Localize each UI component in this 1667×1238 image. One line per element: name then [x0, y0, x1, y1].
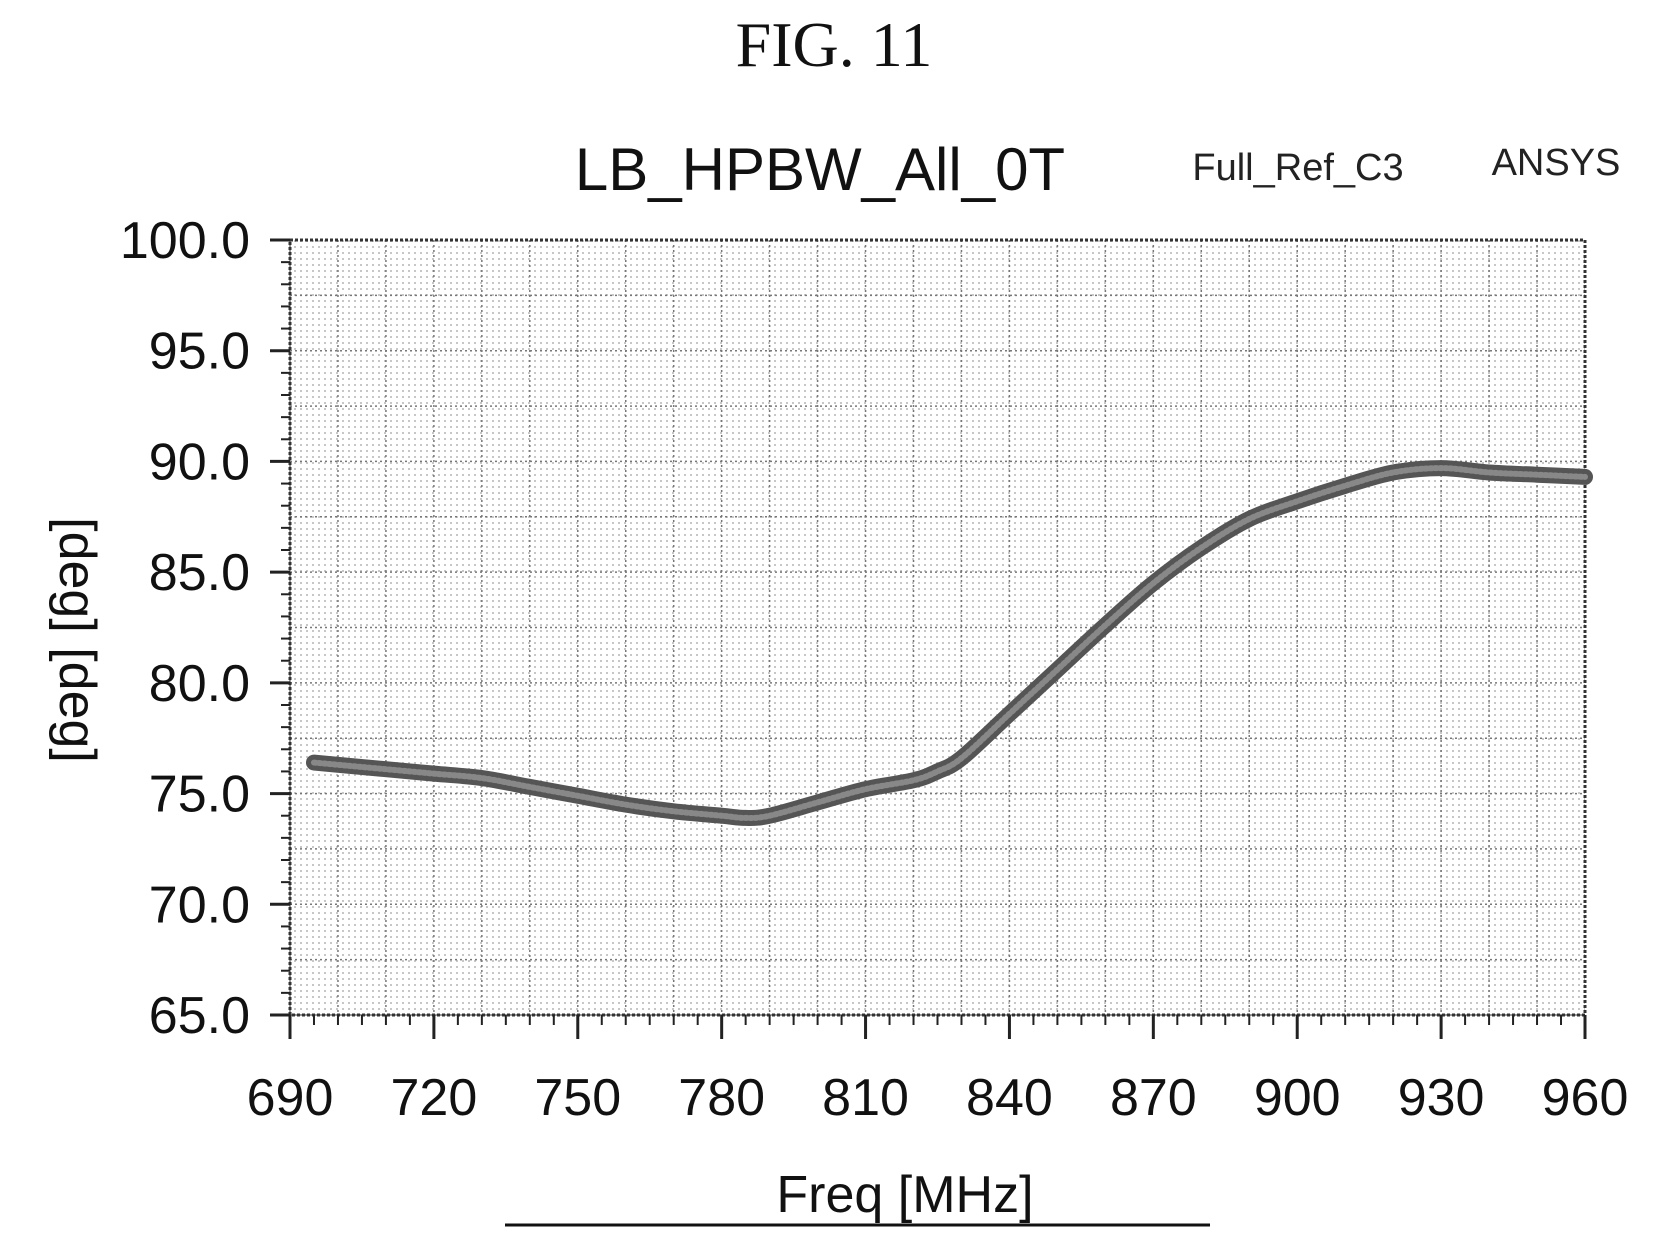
series-layer: [305, 460, 1593, 826]
x-tick-label: 810: [822, 1069, 909, 1127]
y-tick-label: 80.0: [149, 655, 250, 713]
x-tick-label: 720: [391, 1069, 478, 1127]
y-tick-label: 65.0: [149, 987, 250, 1045]
y-tick-label: 70.0: [149, 876, 250, 934]
x-tick-labels: 690 720 750 780 810 840 870 900 930 960: [247, 1069, 1629, 1127]
x-tick-label: 870: [1110, 1069, 1197, 1127]
y-tick-label: 90.0: [149, 433, 250, 491]
y-tick-label: 100.0: [120, 212, 250, 270]
x-tick-label: 690: [247, 1069, 334, 1127]
x-tick-label: 930: [1398, 1069, 1485, 1127]
axis-ticks: [270, 238, 1587, 1039]
x-tick-label: 900: [1254, 1069, 1341, 1127]
y-tick-label: 85.0: [149, 544, 250, 602]
y-tick-label: 95.0: [149, 323, 250, 381]
x-tick-label: 960: [1542, 1069, 1629, 1127]
x-axis-label: Freq [MHz]: [776, 1166, 1033, 1224]
x-tick-label: 750: [534, 1069, 621, 1127]
annotation-full-ref: Full_Ref_C3: [1192, 147, 1403, 189]
series-line-texture: [310, 465, 1588, 821]
annotation-ansys: ANSYS: [1492, 142, 1621, 184]
y-tick-labels: 65.0 70.0 75.0 80.0 85.0 90.0 95.0 100.0: [120, 212, 250, 1045]
figure-label: FIG. 11: [736, 9, 933, 80]
y-tick-label: 75.0: [149, 766, 250, 824]
x-tick-label: 840: [966, 1069, 1053, 1127]
x-tick-label: 780: [678, 1069, 765, 1127]
y-axis-label: [deg] [deg]: [48, 517, 106, 763]
chart-title: LB_HPBW_All_0T: [575, 136, 1065, 203]
